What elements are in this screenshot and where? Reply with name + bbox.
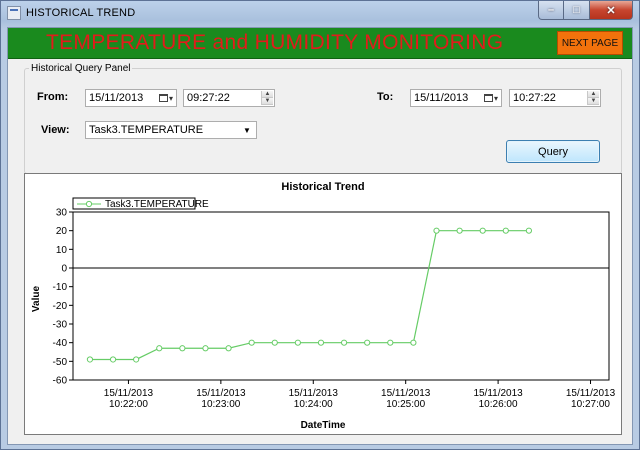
x-tick-time: 10:27:00	[571, 399, 610, 410]
legend-box	[72, 197, 196, 210]
x-tick-date: 15/11/2013	[289, 388, 339, 399]
title-bar[interactable]: HISTORICAL TREND – □ ✕	[1, 1, 639, 27]
query-panel: Historical Query Panel From: 15/11/2013 …	[24, 63, 622, 174]
x-tick-time: 10:22:00	[109, 399, 148, 410]
series-line	[89, 230, 529, 361]
close-icon: ✕	[606, 4, 616, 17]
close-button[interactable]: ✕	[590, 1, 633, 20]
page-title: TEMPERATURE and HUMIDITY MONITORING	[46, 31, 504, 54]
from-time-field[interactable]: 09:27:22 ▲ ▼	[183, 89, 275, 107]
query-panel-legend: Historical Query Panel	[29, 63, 133, 74]
y-tick-label: -50	[53, 357, 68, 368]
x-tick-date: 15/11/2013	[473, 388, 523, 399]
data-point	[502, 227, 509, 234]
data-point	[433, 227, 440, 234]
spin-down-icon[interactable]: ▼	[588, 98, 599, 105]
data-point	[479, 227, 486, 234]
data-point	[294, 339, 301, 346]
to-date-picker[interactable]: 15/11/2013 ▾	[410, 89, 502, 107]
y-tick-label: -60	[53, 376, 68, 387]
y-tick-label: -20	[53, 301, 68, 312]
from-label: From:	[37, 91, 69, 103]
data-point	[317, 339, 325, 346]
trend-chart: Historical Trend 30 20 10 0 -10 -20 -30 -40 -50 -…	[31, 181, 616, 431]
y-tick-label: -10	[53, 282, 68, 293]
x-tick-date: 15/11/2013	[104, 388, 154, 399]
from-date-dropdown[interactable]: ▾	[157, 91, 175, 105]
to-time-field[interactable]: 10:27:22 ▲ ▼	[509, 89, 601, 107]
from-time-value: 09:27:22	[187, 92, 230, 104]
calendar-icon	[483, 94, 493, 102]
y-tick-label: 10	[56, 245, 68, 256]
legend-label: Task3.TEMPERATURE	[105, 199, 209, 210]
maximize-button[interactable]: □	[564, 1, 590, 20]
y-tick-label: 20	[56, 226, 68, 237]
x-axis-label: DateTime	[301, 420, 346, 431]
chevron-down-icon[interactable]: ▼	[243, 125, 251, 135]
app-icon	[7, 6, 21, 20]
plot-frame	[72, 211, 610, 381]
window-title: HISTORICAL TREND	[26, 7, 136, 19]
data-point	[364, 339, 371, 346]
data-point	[456, 227, 463, 234]
legend-marker	[85, 200, 93, 208]
minimize-icon: –	[547, 4, 555, 16]
spin-up-icon[interactable]: ▲	[262, 91, 273, 98]
header-band: TEMPERATURE and HUMIDITY MONITORING NEXT…	[8, 28, 632, 59]
y-axis-label: Value	[31, 286, 42, 313]
to-time-value: 10:27:22	[513, 92, 556, 104]
to-label: To:	[377, 91, 394, 103]
data-point	[225, 345, 232, 352]
view-label: View:	[41, 124, 70, 136]
view-select[interactable]: Task3.TEMPERATURE ▼	[85, 121, 257, 139]
maximize-icon: □	[573, 4, 580, 16]
x-tick-time: 10:26:00	[479, 399, 518, 410]
y-tick-label: 30	[56, 208, 68, 219]
from-date-value: 15/11/2013	[89, 92, 144, 104]
series-points	[86, 227, 533, 363]
x-tick-time: 10:24:00	[294, 399, 333, 410]
data-point	[202, 345, 209, 352]
from-date-picker[interactable]: 15/11/2013 ▾	[85, 89, 177, 107]
data-point	[340, 339, 348, 346]
data-point	[525, 227, 533, 234]
x-tick-time: 10:23:00	[201, 399, 240, 410]
caption-buttons: – □ ✕	[538, 1, 633, 20]
y-tick-label: -40	[53, 338, 68, 349]
data-point	[248, 339, 255, 346]
data-point	[133, 356, 140, 363]
data-point	[179, 345, 186, 352]
minimize-button[interactable]: –	[538, 1, 564, 20]
data-point	[410, 339, 417, 346]
spin-down-icon[interactable]: ▼	[262, 98, 273, 105]
x-tick-date: 15/11/2013	[381, 388, 431, 399]
y-tick-label: -30	[53, 320, 68, 331]
calendar-icon	[158, 94, 168, 102]
y-tick-label: 0	[61, 264, 67, 275]
x-axis-ticks: 15/11/201310:22:0015/11/201310:23:0015/1…	[104, 380, 616, 410]
x-tick-date: 15/11/2013	[196, 388, 246, 399]
legend: Task3.TEMPERATURE	[72, 197, 209, 210]
to-date-value: 15/11/2013	[414, 92, 469, 104]
next-page-button[interactable]: NEXT PAGE	[557, 31, 623, 55]
spin-up-icon[interactable]: ▲	[588, 91, 599, 98]
data-point	[271, 339, 278, 346]
data-point	[156, 345, 163, 352]
data-point	[387, 339, 394, 346]
from-time-spinner[interactable]: ▲ ▼	[261, 91, 273, 105]
client-area: TEMPERATURE and HUMIDITY MONITORING NEXT…	[7, 27, 633, 445]
x-tick-date: 15/11/2013	[566, 388, 616, 399]
y-axis-ticks: 30 20 10 0 -10 -20 -30 -40 -50 -60	[53, 208, 73, 387]
to-time-spinner[interactable]: ▲ ▼	[587, 91, 599, 105]
to-date-dropdown[interactable]: ▾	[482, 91, 500, 105]
view-select-value: Task3.TEMPERATURE	[89, 124, 204, 136]
data-point	[109, 356, 117, 363]
query-button[interactable]: Query	[506, 140, 600, 163]
x-tick-time: 10:25:00	[386, 399, 425, 410]
data-point	[86, 356, 94, 363]
chart-title: Historical Trend	[281, 181, 364, 193]
chart-area: Historical Trend 30 20 10 0 -10 -20 -30 -40 -50 -…	[24, 173, 622, 435]
